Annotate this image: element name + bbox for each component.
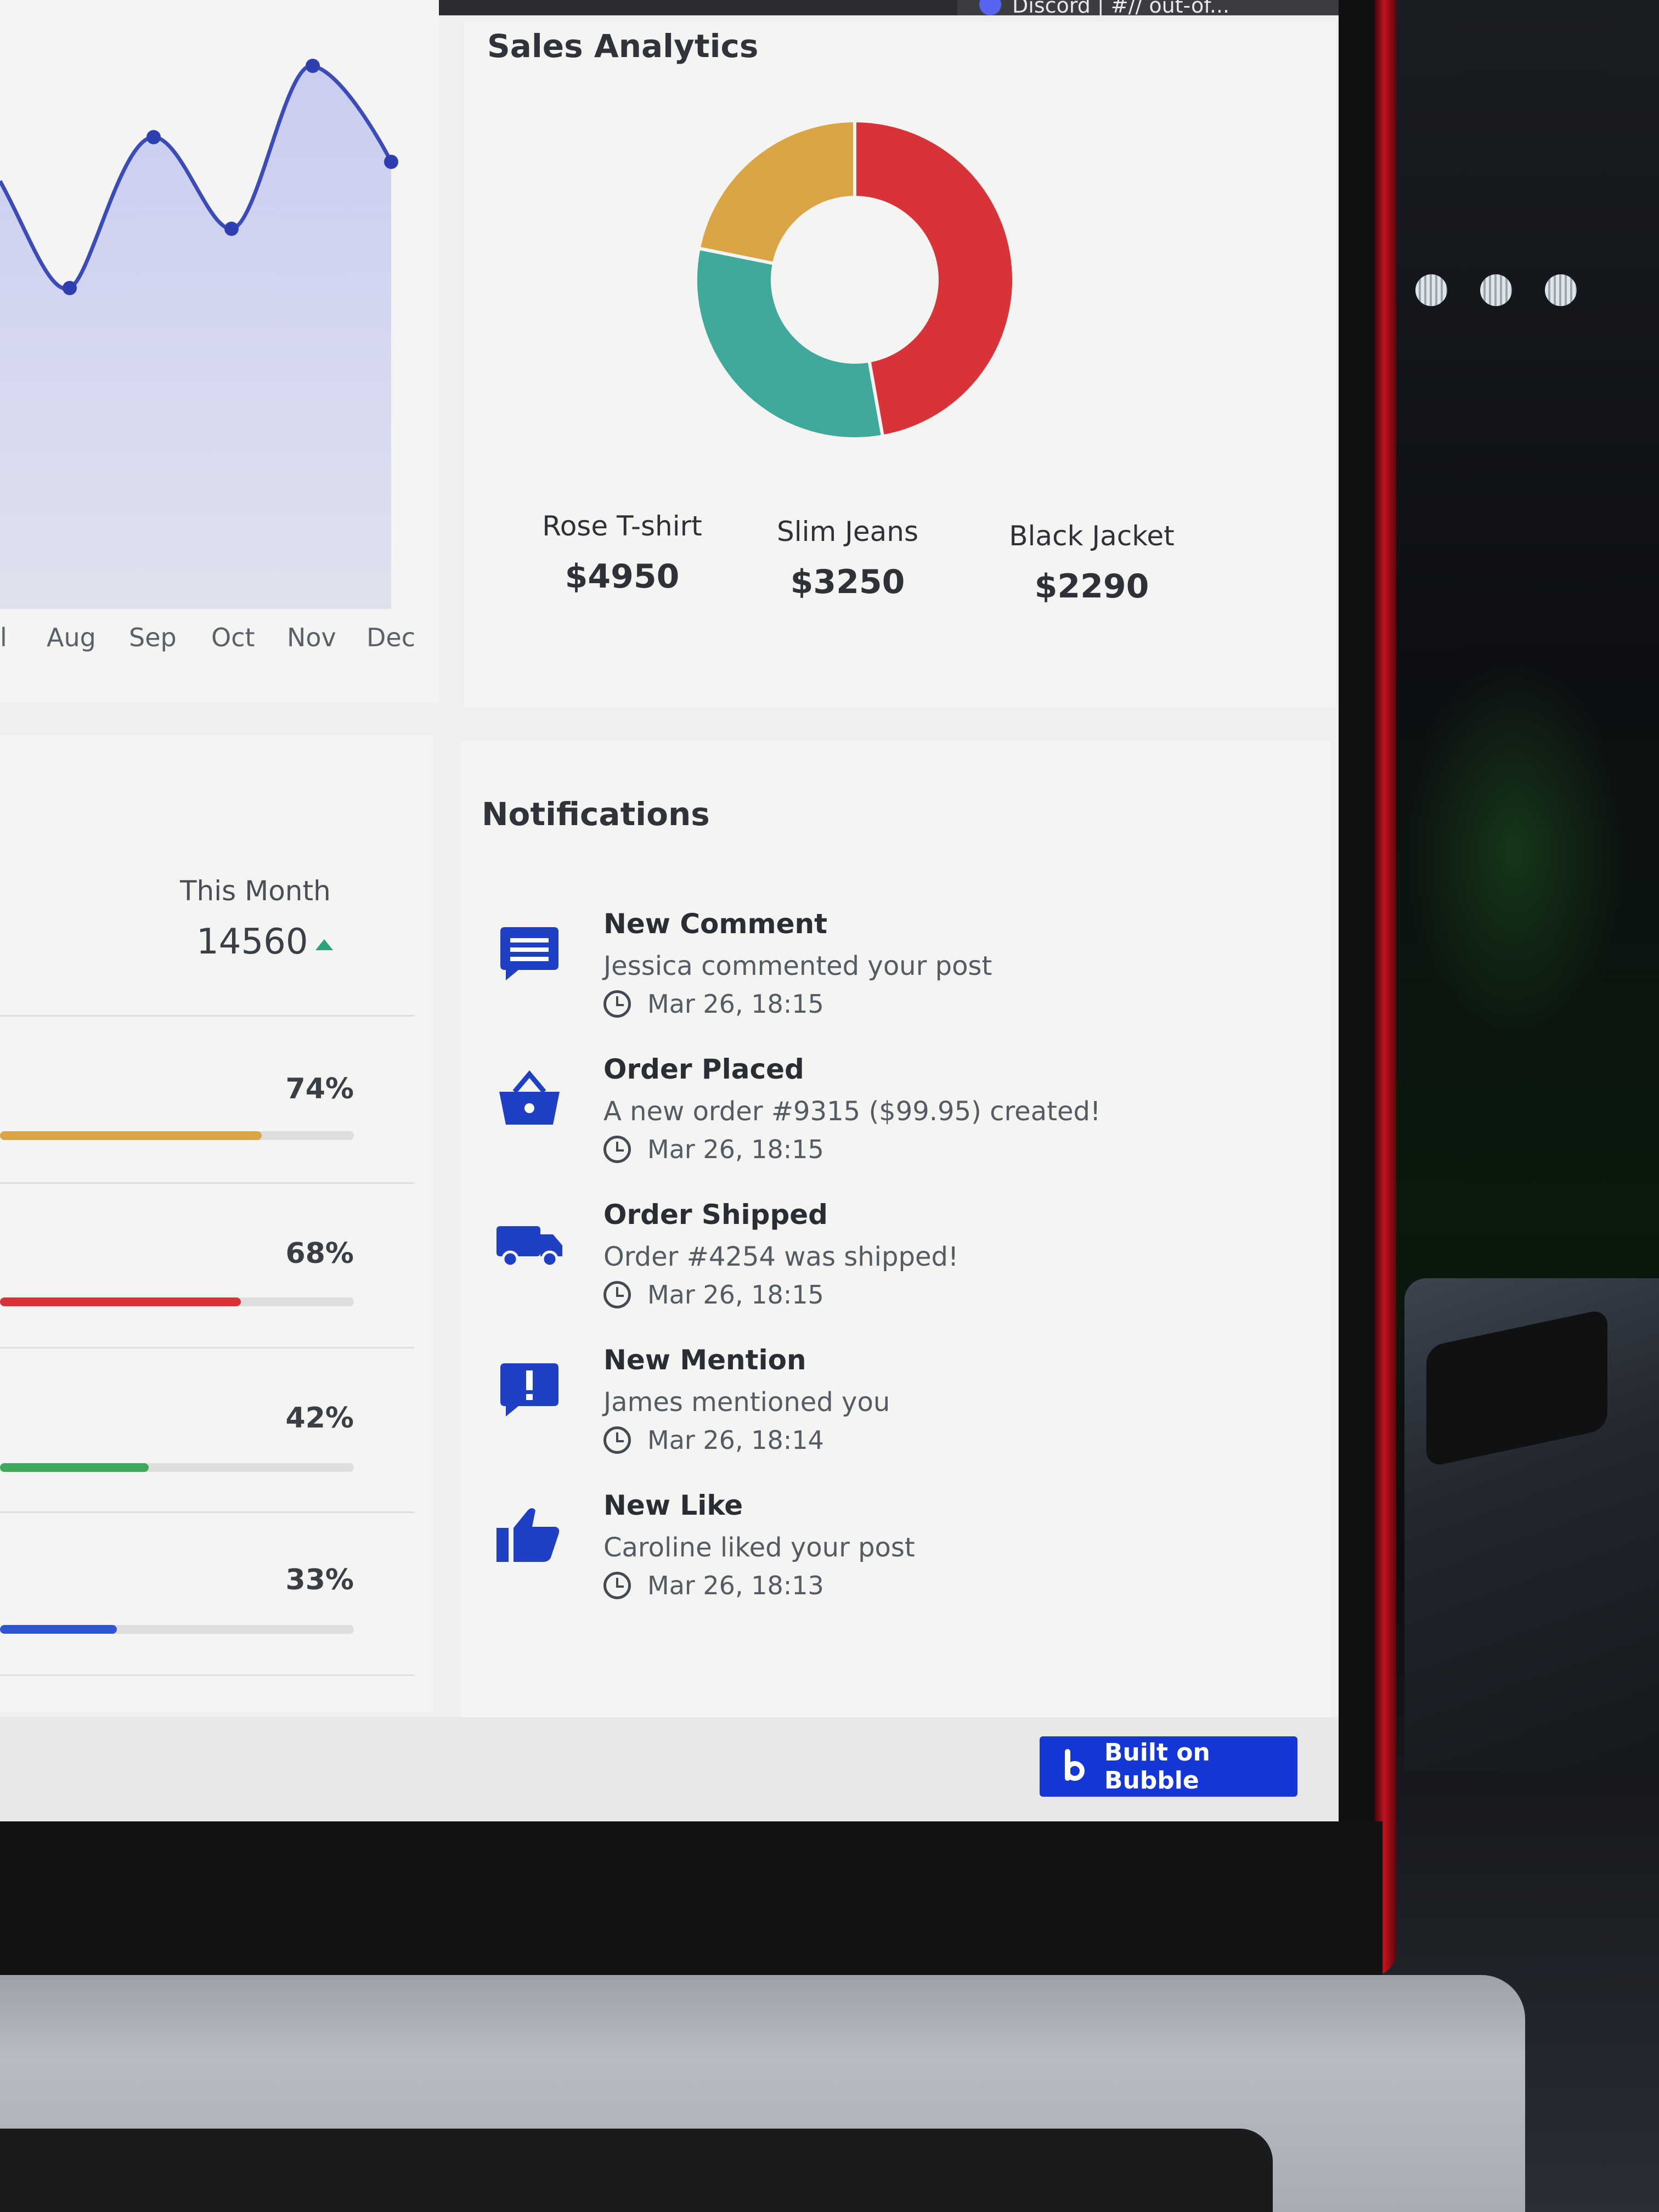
legend-label: Slim Jeans (776, 516, 918, 548)
clock-icon (603, 1572, 631, 1599)
clock-icon (603, 1136, 631, 1163)
notification-text: A new order #9315 ($99.95) created! (603, 1096, 1101, 1127)
donut-slice-black-jacket[interactable] (697, 119, 856, 266)
progress-percent: 74% (285, 1073, 354, 1105)
notification-item[interactable]: New Like Caroline liked your post Mar 26… (494, 1489, 1262, 1621)
progress-bar (0, 1625, 354, 1634)
notification-text: Order #4254 was shipped! (603, 1242, 959, 1272)
month-label: Dec (366, 623, 416, 652)
comment-icon (500, 927, 558, 980)
line-point-nov[interactable] (306, 59, 320, 73)
progress-bar (0, 1463, 354, 1472)
period-label: This Month (180, 875, 331, 907)
notification-text: Jessica commented your post (603, 951, 992, 981)
stats-card (0, 735, 433, 1712)
notification-title: New Like (603, 1489, 743, 1521)
basket-icon (499, 1070, 560, 1125)
notifications-title: Notifications (482, 795, 710, 833)
background-glow (1404, 658, 1624, 1042)
line-point-oct[interactable] (224, 222, 239, 236)
background-lights (1415, 274, 1577, 306)
progress-bar (0, 1297, 354, 1306)
browser-tab-label: Discord | #// out-of... (1012, 0, 1230, 15)
mention-icon (500, 1363, 558, 1417)
screen: Discord | #// out-of... l Aug Sep Oct No… (0, 0, 1339, 1821)
divider (0, 1015, 414, 1017)
notification-title: New Comment (603, 908, 828, 940)
line-point-aug[interactable] (63, 281, 77, 295)
progress-fill (0, 1131, 262, 1140)
notification-text: James mentioned you (603, 1387, 890, 1418)
line-point-sep[interactable] (146, 130, 161, 144)
progress-fill (0, 1625, 117, 1634)
notification-item[interactable]: Order Shipped Order #4254 was shipped! M… (494, 1199, 1262, 1330)
notification-text: Caroline liked your post (603, 1532, 915, 1563)
month-label: Aug (47, 623, 96, 652)
notification-time: Mar 26, 18:14 (647, 1425, 824, 1455)
notification-time: Mar 26, 18:15 (647, 1135, 824, 1164)
divider (0, 1182, 414, 1184)
donut-slice-rose-t-shirt[interactable] (853, 119, 1015, 438)
notification-item[interactable]: Order Placed A new order #9315 ($99.95) … (494, 1053, 1262, 1185)
legend-label: Rose T-shirt (542, 510, 702, 542)
background-scene (1344, 0, 1659, 2212)
legend-value: $2290 (1034, 567, 1149, 606)
month-label: Oct (211, 623, 255, 652)
divider (0, 1674, 414, 1676)
discord-icon (979, 0, 1001, 15)
notifications-card (461, 741, 1330, 1717)
line-chart (0, 59, 398, 609)
month-label: Nov (287, 623, 336, 652)
bubble-logo-icon (1053, 1745, 1093, 1788)
donut-slice-slim-jeans[interactable] (694, 246, 885, 441)
line-chart-area (0, 65, 391, 609)
donut-chart (694, 119, 1015, 441)
legend-label: Black Jacket (1009, 520, 1175, 552)
clock-icon (603, 1426, 631, 1454)
progress-percent: 68% (285, 1237, 354, 1270)
legend-value: $4950 (565, 557, 680, 596)
notification-time: Mar 26, 18:15 (647, 989, 824, 1019)
line-point-dec[interactable] (384, 155, 398, 169)
divider (0, 1347, 414, 1348)
legend-item-slim-jeans: Slim Jeans $3250 (732, 516, 963, 601)
month-label: Sep (129, 623, 177, 652)
notification-item[interactable]: New Mention James mentioned you Mar 26, … (494, 1344, 1262, 1476)
laptop-bezel (1333, 0, 1377, 1953)
progress-bar (0, 1131, 354, 1140)
divider (0, 1511, 414, 1513)
sales-analytics-title: Sales Analytics (487, 27, 759, 65)
thumbs-up-icon (496, 1508, 560, 1562)
legend-item-black-jacket: Black Jacket $2290 (977, 520, 1207, 606)
period-value: 14560 (196, 922, 308, 962)
legend-item-rose-tshirt: Rose T-shirt $4950 (507, 510, 737, 596)
notification-title: New Mention (603, 1344, 806, 1376)
notification-time: Mar 26, 18:15 (647, 1280, 824, 1310)
notification-time: Mar 26, 18:13 (647, 1571, 824, 1600)
progress-percent: 33% (285, 1564, 354, 1596)
browser-tab[interactable]: Discord | #// out-of... (957, 0, 1339, 15)
line-chart-card: l Aug Sep Oct Nov Dec (0, 0, 439, 702)
notification-item[interactable]: New Comment Jessica commented your post … (494, 908, 1262, 1040)
legend-value: $3250 (790, 563, 905, 601)
laptop-keyboard-area (0, 2129, 1273, 2212)
progress-percent: 42% (285, 1402, 354, 1435)
progress-fill (0, 1463, 149, 1472)
clock-icon (603, 1281, 631, 1308)
built-on-bubble-badge[interactable]: Built on Bubble (1040, 1736, 1297, 1797)
progress-fill (0, 1297, 241, 1306)
truck-icon (496, 1226, 562, 1268)
laptop-edge (1374, 0, 1396, 1975)
badge-label: Built on Bubble (1104, 1739, 1210, 1795)
notification-title: Order Placed (603, 1053, 804, 1085)
trend-up-icon (315, 939, 333, 950)
month-label: l (0, 623, 7, 652)
notification-title: Order Shipped (603, 1199, 828, 1231)
clock-icon (603, 990, 631, 1018)
